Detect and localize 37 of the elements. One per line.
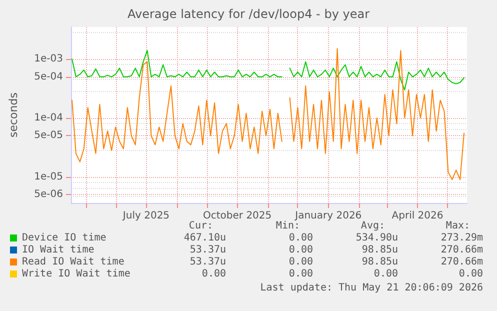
text: 98.85u bbox=[362, 244, 398, 256]
text: 270.66m bbox=[440, 244, 484, 256]
text: 0.00 bbox=[288, 232, 314, 244]
x-tick-label: July 2025 bbox=[122, 210, 170, 222]
text: 270.66m bbox=[440, 256, 484, 268]
text: Max: bbox=[446, 220, 470, 232]
text: 534.90u bbox=[356, 232, 398, 244]
y-tick-label: 5e-06 bbox=[34, 189, 63, 200]
legend-label: IO Wait time bbox=[22, 244, 94, 256]
y-tick-label: 5e-05 bbox=[34, 130, 63, 142]
chart-title: Average latency for /dev/loop4 - by year bbox=[127, 7, 370, 21]
legend-label: Read IO Wait time bbox=[22, 256, 124, 268]
y-axis-title: seconds bbox=[7, 92, 20, 138]
text: 53.37u bbox=[190, 244, 226, 256]
legend-label: Device IO time bbox=[22, 232, 106, 244]
text: 0.00 bbox=[288, 256, 314, 268]
text: 0.00 bbox=[458, 268, 484, 280]
text: 467.10u bbox=[184, 232, 226, 244]
text: Cur: bbox=[188, 220, 214, 232]
text: 0.00 bbox=[288, 268, 314, 280]
text: Avg: bbox=[360, 220, 386, 232]
text: Min: bbox=[276, 220, 300, 232]
x-tick-label: January 2026 bbox=[294, 210, 362, 222]
x-tick-label: April 2026 bbox=[392, 210, 444, 222]
text: 0.00 bbox=[288, 244, 314, 256]
y-tick-label: 1e-05 bbox=[34, 171, 63, 182]
text: 0.00 bbox=[202, 268, 226, 280]
text: 0.00 bbox=[374, 268, 398, 280]
text: 273.29m bbox=[440, 232, 484, 244]
text: 53.37u bbox=[190, 256, 226, 268]
x-tick-label: October 2025 bbox=[202, 210, 272, 222]
legend-label: Write IO Wait time bbox=[22, 268, 130, 280]
y-tick-label: 1e-03 bbox=[34, 54, 63, 65]
y-tick-label: 5e-04 bbox=[34, 71, 63, 82]
y-tick-label: 1e-04 bbox=[34, 112, 63, 124]
text: Last update: Thu May 21 20:06:09 2026 bbox=[260, 282, 484, 294]
text: 98.85u bbox=[362, 256, 398, 268]
